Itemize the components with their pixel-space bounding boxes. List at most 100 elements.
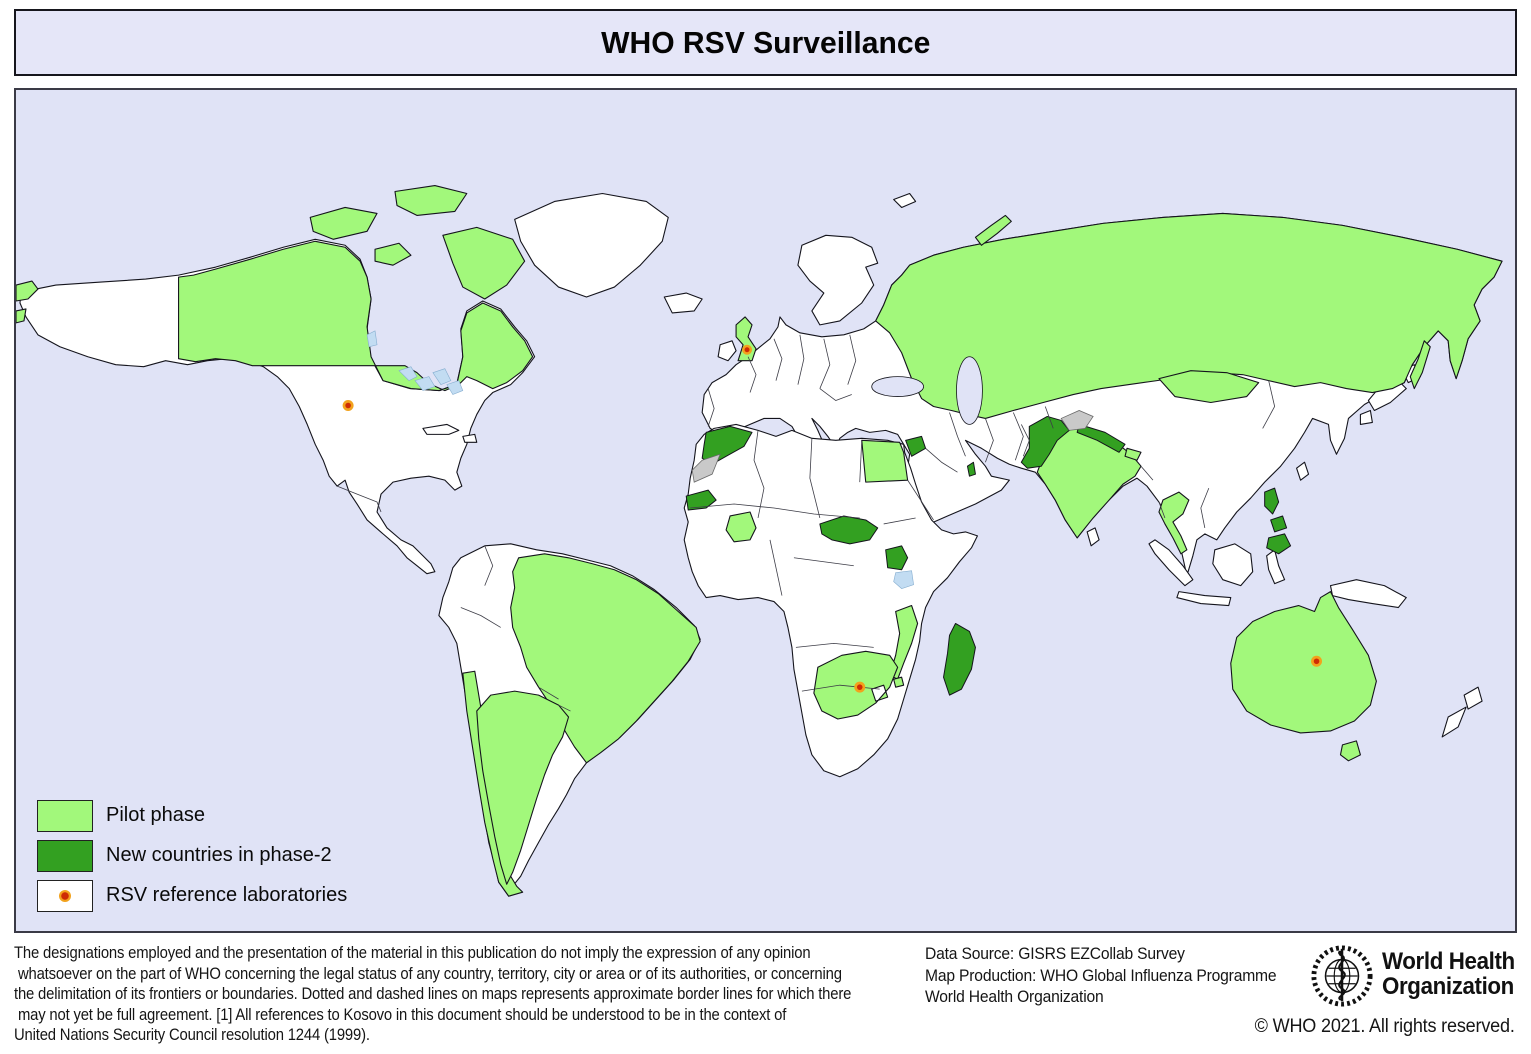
region-kashmir bbox=[1060, 410, 1094, 431]
legend-item-phase2: New countries in phase-2 bbox=[37, 839, 347, 872]
rsv-lab-dot-usa bbox=[342, 400, 354, 411]
lake-superior bbox=[398, 366, 418, 381]
organization-line: World Health Organization bbox=[925, 987, 1104, 1006]
borders-europe bbox=[707, 334, 857, 427]
footer: The designations employed and the presen… bbox=[14, 938, 1517, 1054]
who-logo-icon bbox=[1311, 945, 1373, 1007]
legend-item-pilot-phase: Pilot phase bbox=[37, 799, 347, 832]
copyright-text: © WHO 2021. All rights reserved. bbox=[1254, 1016, 1515, 1037]
disclaimer-line: The designations employed and the presen… bbox=[14, 944, 811, 962]
rsv-lab-dot-uk bbox=[742, 344, 753, 355]
page-title: WHO RSV Surveillance bbox=[600, 24, 931, 60]
region-arctic-island-3 bbox=[374, 242, 412, 266]
who-logo-row: World Health Organization bbox=[1310, 938, 1517, 1010]
pilot-phase-regions bbox=[16, 184, 1503, 897]
title-bar: WHO RSV Surveillance bbox=[14, 9, 1517, 76]
caspian-sea bbox=[956, 356, 983, 425]
region-sakhalin bbox=[1409, 340, 1431, 390]
region-new-zealand-south bbox=[1441, 706, 1467, 738]
region-java bbox=[1176, 591, 1232, 607]
disclaimer-line: whatsoever on the part of WHO concerning… bbox=[14, 964, 842, 983]
rsv-lab-dot-icon bbox=[59, 889, 71, 902]
region-russia-wrap-west-2 bbox=[16, 308, 27, 324]
region-russia bbox=[875, 212, 1503, 419]
region-hispaniola bbox=[462, 433, 478, 443]
border-us-mexico bbox=[336, 485, 382, 513]
region-bhutan bbox=[1124, 447, 1142, 461]
region-qatar bbox=[966, 461, 976, 477]
region-philippines-luzon bbox=[1264, 487, 1280, 515]
borders-south-america bbox=[460, 545, 571, 712]
map-production-line: Map Production: WHO Global Influenza Pro… bbox=[925, 965, 1277, 985]
region-philippines-mindanao bbox=[1266, 533, 1292, 555]
region-arctic-island-1 bbox=[309, 206, 378, 240]
disclaimer-line: may not yet be full agreement. [1] All r… bbox=[14, 1005, 787, 1024]
region-uganda bbox=[885, 545, 909, 571]
region-philippines-visayas bbox=[1270, 515, 1288, 533]
legend-item-rsv-labs: RSV reference laboratories bbox=[37, 879, 347, 912]
borders-middle-east-asia bbox=[925, 380, 1276, 528]
country-borders bbox=[336, 334, 1276, 712]
region-sri-lanka bbox=[1086, 527, 1100, 547]
borders-africa bbox=[690, 430, 934, 692]
region-tasmania bbox=[1339, 740, 1361, 762]
lake-victoria bbox=[893, 570, 914, 589]
region-thailand bbox=[1158, 491, 1190, 555]
region-africa bbox=[683, 423, 978, 778]
region-novaya-zemlya bbox=[974, 214, 1012, 246]
region-sulawesi bbox=[1266, 549, 1286, 585]
region-egypt bbox=[861, 439, 909, 483]
region-cuba bbox=[422, 423, 460, 435]
rsv-lab-dot-australia bbox=[1311, 655, 1323, 667]
region-scandinavia bbox=[797, 234, 879, 326]
region-svalbard bbox=[893, 192, 917, 208]
region-senegal bbox=[685, 489, 717, 511]
lake-huron bbox=[432, 368, 452, 385]
region-nepal bbox=[1076, 423, 1126, 453]
phase2-regions bbox=[685, 415, 1292, 696]
disclaimer-line: United Nations Security Council resoluti… bbox=[14, 1026, 370, 1044]
map-panel: Pilot phase New countries in phase-2 RSV… bbox=[14, 88, 1517, 933]
lake-michigan bbox=[414, 376, 436, 391]
region-arctic-island-2 bbox=[394, 184, 468, 216]
region-madagascar bbox=[943, 622, 976, 696]
data-source-text: Data Source: GISRS EZCollab Survey Map P… bbox=[925, 943, 1277, 1008]
region-morocco bbox=[701, 425, 753, 465]
who-logo-text-line1: World Health bbox=[1382, 948, 1515, 975]
region-new-guinea bbox=[1329, 579, 1407, 609]
lakes-and-seas bbox=[366, 330, 983, 589]
data-source-line: Data Source: GISRS EZCollab Survey bbox=[925, 944, 1185, 963]
region-japan-kyushu bbox=[1359, 409, 1373, 425]
who-logo-text-line2: Organization bbox=[1382, 973, 1514, 1000]
region-united-kingdom bbox=[735, 316, 757, 362]
region-western-sahara bbox=[691, 453, 721, 483]
rsv-lab-dots bbox=[342, 344, 1323, 693]
phase2-swatch bbox=[37, 839, 93, 872]
lake-ontario bbox=[446, 380, 464, 395]
rsv-lab-dot-south-africa bbox=[854, 681, 866, 693]
region-baffin-island bbox=[442, 226, 526, 300]
disputed-regions bbox=[691, 410, 1094, 483]
region-ireland bbox=[717, 340, 737, 362]
region-mozambique bbox=[889, 605, 919, 680]
disclaimer-line: the delimitation of its frontiers or bou… bbox=[14, 985, 852, 1003]
lake-winnipeg bbox=[366, 330, 378, 348]
region-australia bbox=[1230, 591, 1377, 734]
region-argentina bbox=[476, 690, 570, 885]
who-branding: World Health Organization bbox=[1310, 938, 1517, 1054]
region-pakistan bbox=[1020, 415, 1070, 469]
who-logo-text: World Health Organization bbox=[1382, 949, 1515, 999]
map-legend: Pilot phase New countries in phase-2 RSV… bbox=[37, 799, 347, 919]
region-taiwan bbox=[1296, 461, 1310, 481]
pilot-phase-swatch bbox=[37, 799, 93, 832]
legend-label: Pilot phase bbox=[106, 804, 205, 826]
region-new-zealand-north bbox=[1463, 686, 1483, 710]
region-sumatra bbox=[1148, 539, 1194, 587]
rsv-lab-swatch bbox=[37, 879, 93, 912]
region-russia-wrap-west bbox=[16, 280, 39, 302]
region-cote-divoire bbox=[725, 511, 757, 543]
region-iceland bbox=[663, 292, 703, 314]
legend-label: RSV reference laboratories bbox=[106, 884, 348, 906]
region-greenland bbox=[514, 192, 669, 298]
world-map bbox=[16, 184, 1503, 897]
